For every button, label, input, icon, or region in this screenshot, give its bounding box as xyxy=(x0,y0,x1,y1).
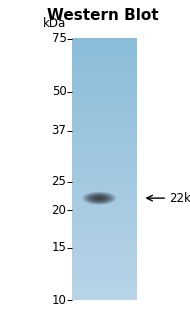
Text: 15: 15 xyxy=(52,241,66,254)
Text: kDa: kDa xyxy=(43,17,66,30)
Text: 25: 25 xyxy=(52,175,66,188)
Text: 75: 75 xyxy=(52,32,66,45)
Text: Western Blot: Western Blot xyxy=(47,8,158,23)
Text: 20: 20 xyxy=(52,204,66,217)
Text: 10: 10 xyxy=(52,294,66,307)
Text: 22kDa: 22kDa xyxy=(169,192,190,205)
Text: 50: 50 xyxy=(52,85,66,98)
Text: 37: 37 xyxy=(52,124,66,137)
